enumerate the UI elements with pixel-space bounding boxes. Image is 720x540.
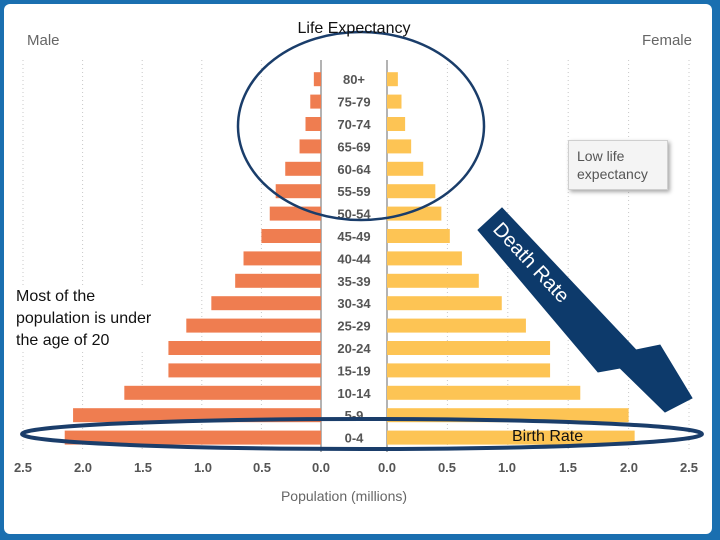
female-bar-15-19: [387, 363, 551, 378]
female-bar-35-39: [387, 273, 479, 288]
tick-label-3: 1.0: [194, 460, 212, 475]
age-label-30-34: 30-34: [337, 296, 371, 311]
age-label-55-59: 55-59: [337, 184, 370, 199]
age-label-45-49: 45-49: [337, 229, 370, 244]
age-label-0-4: 0-4: [345, 431, 365, 446]
birth-rate-ellipse: [20, 417, 704, 451]
female-bar-50-54: [387, 206, 442, 221]
tick-label-0: 2.5: [14, 460, 32, 475]
female-bar-65-69: [387, 139, 412, 154]
tick-label-5: 0.0: [312, 460, 330, 475]
tick-label-10: 2.0: [620, 460, 638, 475]
age-label-35-39: 35-39: [337, 274, 370, 289]
male-bar-45-49: [261, 229, 321, 243]
tick-label-6: 0.0: [378, 460, 396, 475]
tick-label-2: 1.5: [134, 460, 152, 475]
male-bar-70-74: [305, 117, 321, 131]
tick-label-8: 1.0: [498, 460, 516, 475]
male-bar-65-69: [299, 139, 321, 154]
male-bar-25-29: [186, 318, 321, 333]
female-bar-25-29: [387, 318, 526, 333]
female-bar-80+: [387, 72, 398, 87]
life-expectancy-label: Life Expectancy: [298, 20, 411, 37]
age-label-65-69: 65-69: [337, 139, 370, 154]
age-label-20-24: 20-24: [337, 341, 371, 356]
female-label: Female: [642, 32, 692, 49]
female-bar-55-59: [387, 184, 436, 199]
male-bar-10-14: [124, 385, 321, 400]
age-label-15-19: 15-19: [337, 363, 370, 378]
life-expectancy-ellipse: [236, 30, 486, 222]
age-label-40-44: 40-44: [337, 251, 371, 266]
death-rate-arrow: Death Rate: [477, 207, 693, 413]
female-bar-30-34: [387, 296, 502, 311]
female-bar-40-44: [387, 251, 462, 266]
tick-labels-layer: 2.5 2.0 1.5 1.0 0.5 0.0 0.0 0.5 1.0 1.5 2.0 2.5: [14, 460, 698, 475]
x-axis-label: Population (millions): [281, 488, 407, 504]
tick-label-11: 2.5: [680, 460, 698, 475]
age-label-75-79: 75-79: [337, 95, 370, 110]
male-label: Male: [27, 32, 60, 49]
female-bar-75-79: [387, 94, 402, 109]
age-label-25-29: 25-29: [337, 319, 370, 334]
age-label-60-64: 60-64: [337, 162, 371, 177]
age-label-80+: 80+: [343, 72, 365, 87]
birth-rate-label: Birth Rate: [512, 428, 583, 445]
female-bar-0-4: [387, 430, 635, 445]
age-label-70-74: 70-74: [337, 117, 371, 132]
tick-label-9: 1.5: [559, 460, 577, 475]
male-bar-75-79: [310, 94, 321, 109]
side-note: Most of the population is under the age …: [16, 286, 156, 352]
male-bar-15-19: [168, 363, 321, 378]
female-bar-10-14: [387, 385, 581, 400]
tick-label-7: 0.5: [438, 460, 456, 475]
age-label-50-54: 50-54: [337, 207, 371, 222]
male-bar-20-24: [168, 341, 321, 355]
male-bar-40-44: [243, 251, 321, 266]
male-bar-55-59: [275, 184, 321, 199]
death-rate-label: Death Rate: [488, 218, 573, 307]
low-life-expectancy-callout: Low life expectancy: [568, 140, 668, 190]
female-bar-70-74: [387, 117, 406, 131]
bars-layer: [64, 72, 635, 445]
age-label-10-14: 10-14: [337, 386, 371, 401]
male-bar-60-64: [285, 161, 321, 176]
tick-label-1: 2.0: [74, 460, 92, 475]
female-bar-20-24: [387, 341, 551, 355]
female-bar-45-49: [387, 229, 450, 243]
male-bar-35-39: [235, 273, 321, 288]
age-labels-layer: 80+ 75-79 70-74 65-69 60-64 55-59 50-54 45-49 40…: [337, 72, 371, 445]
male-bar-30-34: [211, 296, 321, 311]
female-bar-60-64: [387, 161, 424, 176]
male-bar-80+: [313, 72, 321, 87]
male-bar-0-4: [64, 430, 321, 445]
tick-label-4: 0.5: [253, 460, 271, 475]
